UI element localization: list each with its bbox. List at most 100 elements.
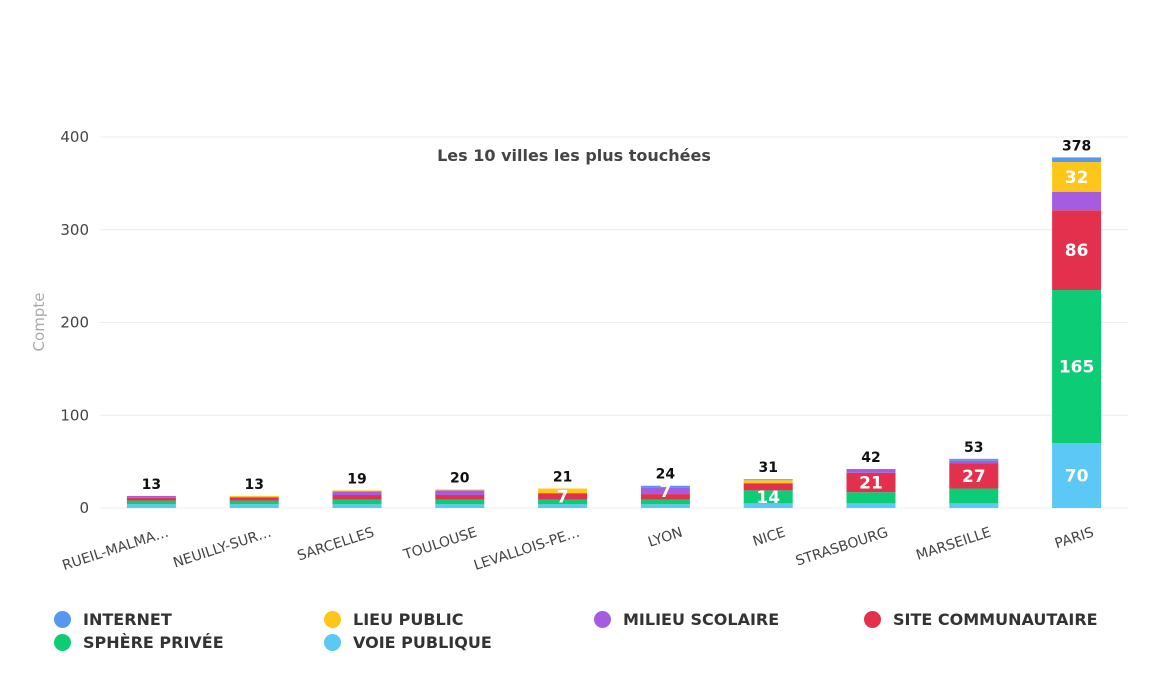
bar-segment <box>126 497 176 501</box>
bar-segment <box>743 482 793 484</box>
bar-segment <box>229 495 279 497</box>
segment-value-label: 86 <box>1065 241 1089 261</box>
bar-segment <box>846 472 896 493</box>
legend-label: VOIE PUBLIQUE <box>353 633 492 652</box>
y-axis-label: Compte <box>30 293 48 352</box>
bar-segment <box>229 497 279 501</box>
bar-total-label: 20 <box>450 470 470 486</box>
x-tick-label: SARCELLES <box>295 525 376 565</box>
bar-segment <box>1052 290 1102 444</box>
legend-swatch <box>864 611 881 628</box>
legend-swatch <box>324 634 341 651</box>
bar-segment <box>640 485 690 488</box>
bar-segment <box>538 504 588 508</box>
x-tick-label: NEUILLY-SUR… <box>171 525 273 572</box>
bar-segment <box>332 491 382 496</box>
bar-segment <box>949 458 999 461</box>
bar-segment <box>538 499 588 505</box>
bar-segment <box>743 479 793 481</box>
x-tick-label: NICE <box>751 525 788 550</box>
segment-value-label: 7 <box>557 487 569 507</box>
legend-label: LIEU PUBLIC <box>353 610 464 629</box>
bar-segment <box>435 490 485 496</box>
x-tick-label: LEVALLOIS-PE… <box>472 525 582 574</box>
bar-segment <box>332 499 382 505</box>
bar-total-label: 378 <box>1062 138 1091 154</box>
x-tick-label: PARIS <box>1053 525 1096 553</box>
bar-segment <box>743 483 793 491</box>
segment-value-label: 70 <box>1065 467 1089 487</box>
bar-segment <box>229 500 279 505</box>
x-tick-label: STRASBOURG <box>794 525 890 570</box>
bar-segment <box>332 504 382 508</box>
segment-value-label: 32 <box>1065 168 1089 188</box>
bar-segment <box>1052 443 1102 508</box>
bar-total-label: 13 <box>244 477 263 493</box>
bar-total-label: 21 <box>553 470 572 486</box>
bars <box>126 157 1102 508</box>
x-tick-label: MARSEILLE <box>914 525 993 564</box>
bar-segment <box>846 503 896 508</box>
bar-total-label: 53 <box>964 440 983 456</box>
y-tick-label: 400 <box>60 128 89 146</box>
bar-segment <box>126 500 176 505</box>
bar-segment <box>538 493 588 500</box>
legend-item[interactable]: LIEU PUBLIC <box>324 610 463 629</box>
legend-label: MILIEU SCOLAIRE <box>623 610 780 629</box>
bar-segment <box>435 499 485 505</box>
chart-title: Les 10 villes les plus touchées <box>437 146 711 165</box>
legend-item[interactable]: SPHÈRE PRIVÉE <box>54 633 224 652</box>
bar-segment <box>435 489 485 491</box>
bar-segment <box>949 463 999 489</box>
bar-segment <box>949 503 999 508</box>
bar-segment <box>640 487 690 495</box>
bar-segment <box>949 460 999 464</box>
bar-segment <box>538 488 588 494</box>
bar-segment <box>743 503 793 508</box>
legend-swatch <box>54 611 71 628</box>
x-tick-label: RUEIL-MALMA… <box>60 525 170 574</box>
legend-swatch <box>594 611 611 628</box>
bar-total-label: 13 <box>142 477 161 493</box>
bar-segment <box>332 490 382 492</box>
segment-value-label: 21 <box>859 473 883 493</box>
bar-segment <box>743 480 793 483</box>
bar-segment <box>640 494 690 500</box>
bar-segment <box>1052 191 1102 211</box>
x-tick-label: TOULOUSE <box>401 525 479 564</box>
segment-value-label: 165 <box>1059 358 1095 378</box>
legend-label: INTERNET <box>83 610 172 629</box>
bar-segment <box>332 495 382 500</box>
bar-segment <box>435 495 485 500</box>
bar-segment <box>1052 210 1102 291</box>
bar-segment <box>640 504 690 508</box>
y-axis-ticks: 0 100 200 300 400 <box>60 128 89 517</box>
legend-swatch <box>54 634 71 651</box>
segment-value-label: 7 <box>659 482 671 502</box>
legend-item[interactable]: SITE COMMUNAUTAIRE <box>864 610 1098 629</box>
bar-segment <box>1052 157 1102 163</box>
bar-segment <box>949 488 999 504</box>
bar-segment <box>640 499 690 505</box>
bar-segment <box>846 492 896 504</box>
legend-label: SITE COMMUNAUTAIRE <box>893 610 1098 629</box>
segment-value-label: 14 <box>756 488 780 508</box>
bar-total-label: 19 <box>347 471 366 487</box>
legend-item[interactable]: INTERNET <box>54 610 172 629</box>
bar-total-label: 31 <box>758 460 777 476</box>
y-tick-label: 300 <box>60 221 89 239</box>
x-axis-ticks: RUEIL-MALMA… NEUILLY-SUR… SARCELLES TOULOUS… <box>60 525 1095 574</box>
legend-item[interactable]: MILIEU SCOLAIRE <box>594 610 779 629</box>
bar-segment <box>846 469 896 473</box>
bar-segment <box>435 504 485 508</box>
legend-swatch <box>324 611 341 628</box>
legend-item[interactable]: VOIE PUBLIQUE <box>324 633 492 652</box>
y-tick-label: 100 <box>60 406 89 424</box>
stacked-bar-chart: 0 100 200 300 400 Compte Les 10 villes les p… <box>30 128 1128 574</box>
bar-total-label: 42 <box>861 450 880 466</box>
x-tick-label: LYON <box>646 525 684 551</box>
bar-segment <box>229 504 279 508</box>
bar-segment <box>229 496 279 498</box>
bar-segment <box>126 495 176 498</box>
y-tick-label: 200 <box>60 314 89 332</box>
